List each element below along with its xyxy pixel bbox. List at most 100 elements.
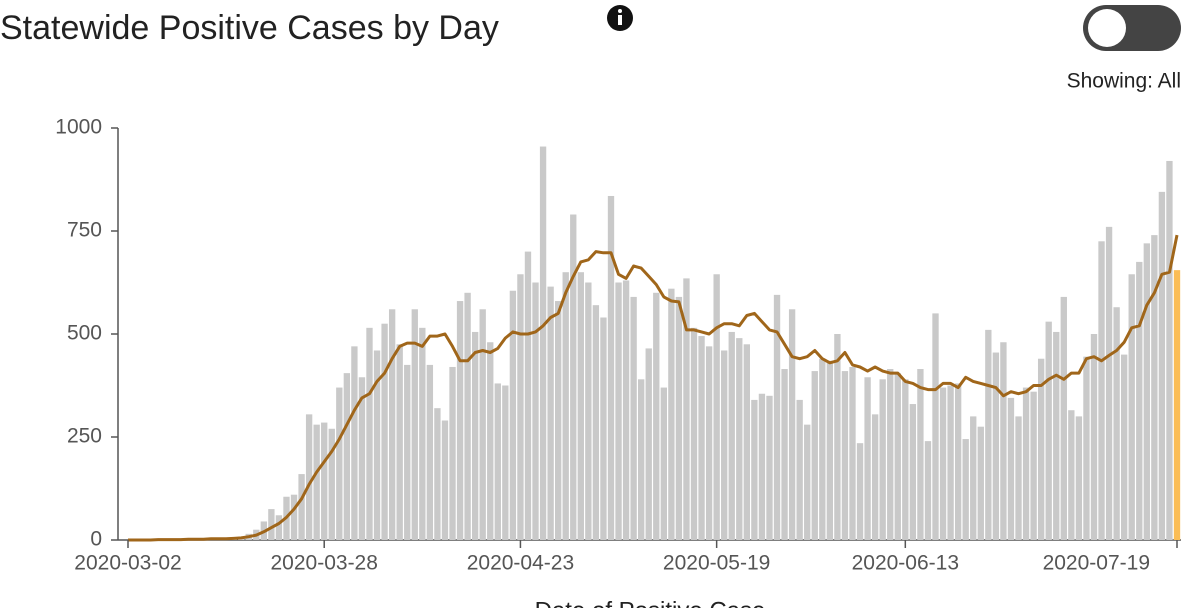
moving-average-line <box>128 234 1179 542</box>
bar <box>1045 321 1052 540</box>
bar <box>275 515 283 540</box>
bar <box>1000 342 1007 540</box>
bar <box>849 366 856 540</box>
bar <box>615 282 622 540</box>
bar <box>1166 160 1173 540</box>
bar <box>1030 391 1037 540</box>
x-tick-label: 2020-03-02 <box>74 552 181 575</box>
bar <box>713 274 720 540</box>
bar <box>638 379 645 540</box>
bar <box>796 399 803 540</box>
bar <box>321 422 328 540</box>
bar <box>532 282 539 540</box>
bar <box>834 334 841 540</box>
bar <box>985 329 992 540</box>
bar <box>887 369 894 540</box>
bar <box>607 195 615 541</box>
bar <box>630 296 637 540</box>
bar <box>1158 191 1166 541</box>
bar <box>736 338 743 540</box>
x-tick-label: 2020-06-13 <box>852 552 959 575</box>
bar <box>721 350 728 540</box>
bar <box>1060 296 1067 540</box>
bar <box>773 294 781 540</box>
bar <box>388 309 396 540</box>
bar <box>268 509 275 540</box>
bar <box>954 383 962 540</box>
bar <box>554 301 562 540</box>
bar <box>871 414 879 540</box>
bar <box>811 371 818 540</box>
bar <box>743 344 751 540</box>
bar <box>1075 416 1083 540</box>
bar <box>1090 334 1098 540</box>
y-tick-label: 0 <box>90 528 102 551</box>
bar <box>313 424 320 540</box>
bar <box>502 385 509 540</box>
bar <box>894 373 901 540</box>
bar <box>298 474 305 540</box>
bar <box>426 364 434 540</box>
x-tick-label: 2020-07-19 <box>1043 552 1150 575</box>
bar <box>705 346 713 540</box>
bar <box>660 387 667 540</box>
bar <box>683 278 690 540</box>
bar <box>471 331 479 540</box>
bar <box>290 494 298 540</box>
bar <box>351 346 358 540</box>
bar <box>577 272 584 540</box>
chart-title: Statewide Positive Cases by Day <box>0 9 499 47</box>
bar <box>970 416 977 540</box>
info-icon[interactable] <box>607 5 633 31</box>
bar <box>562 272 569 540</box>
bar <box>781 369 788 540</box>
bar <box>668 288 675 540</box>
y-tick-label: 1000 <box>55 116 102 139</box>
bar <box>698 336 705 540</box>
bar <box>1136 261 1143 540</box>
bar <box>328 428 335 540</box>
bar <box>404 364 411 540</box>
bar <box>305 414 313 540</box>
bar <box>728 331 735 540</box>
bar <box>675 296 683 540</box>
bar <box>592 305 600 540</box>
bar <box>924 441 932 540</box>
bar <box>917 369 924 540</box>
bar <box>381 323 388 540</box>
bar <box>622 280 630 540</box>
toggle-switch[interactable] <box>1083 5 1181 51</box>
bar <box>977 426 984 540</box>
bar <box>585 282 592 540</box>
bar <box>864 377 871 540</box>
y-tick-label: 250 <box>67 425 102 448</box>
bar <box>396 344 403 540</box>
bar <box>766 395 773 540</box>
bar <box>434 408 441 540</box>
x-tick-label: 2020-05-19 <box>663 552 770 575</box>
bar <box>1053 331 1060 540</box>
bar <box>645 348 652 540</box>
bar <box>509 290 517 540</box>
bar <box>1173 270 1181 540</box>
bar <box>1128 274 1135 540</box>
bar <box>909 404 917 540</box>
bar <box>939 387 947 540</box>
bar <box>856 443 864 540</box>
bar <box>962 439 969 540</box>
bar <box>343 373 351 540</box>
bar <box>1037 358 1045 540</box>
bar <box>1015 416 1022 540</box>
bar <box>358 377 366 540</box>
bar <box>539 146 547 541</box>
bar <box>1083 356 1090 540</box>
bar <box>826 360 834 540</box>
filter-status: Showing: All <box>1067 70 1181 93</box>
bar <box>1105 226 1113 540</box>
bar <box>479 309 486 540</box>
bar <box>600 317 607 540</box>
bar <box>464 292 471 540</box>
bar <box>841 371 849 540</box>
